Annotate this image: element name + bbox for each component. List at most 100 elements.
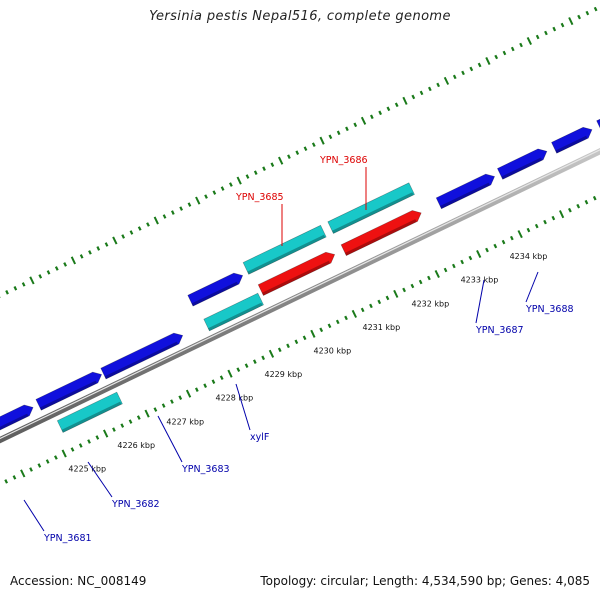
- leader-line-xylF: [235, 383, 251, 431]
- leader-line-YPN_3687: [475, 279, 485, 324]
- track-dot: [501, 239, 506, 245]
- kbp-tick-label: 4230 kbp: [314, 347, 352, 356]
- track-dot: [327, 323, 332, 329]
- track-dot: [37, 463, 42, 468]
- track-dot: [310, 329, 316, 338]
- track-dot: [212, 190, 217, 195]
- gene-label-YPN_3688[interactable]: YPN_3688: [525, 304, 574, 315]
- kbp-tick-label: 4232 kbp: [412, 299, 450, 308]
- track-dot: [88, 250, 92, 255]
- kbp-tick-label: 4228 kbp: [216, 394, 254, 403]
- gene-box-1[interactable]: [56, 391, 123, 433]
- track-dot: [153, 216, 159, 225]
- track-dot: [178, 395, 183, 400]
- cds-arrow-1-shadow: [0, 413, 29, 431]
- track-dot: [262, 166, 266, 171]
- track-dot: [79, 254, 84, 259]
- gene-label-YPN_3682[interactable]: YPN_3682: [111, 499, 160, 510]
- track-dot: [45, 459, 50, 464]
- track-dot: [179, 206, 183, 211]
- track-dot: [278, 156, 284, 165]
- gene-arrow-YPN_3685[interactable]: [257, 251, 336, 296]
- gene-label-YPN_3687[interactable]: YPN_3687: [475, 325, 524, 336]
- track-dot: [104, 242, 109, 247]
- track-dot: [20, 469, 26, 478]
- kbp-tick-label: 4229 kbp: [265, 370, 303, 379]
- track-dot: [121, 234, 125, 239]
- track-dot: [393, 289, 399, 298]
- gene-label-xylF[interactable]: xylF: [250, 432, 269, 443]
- track-dot: [146, 222, 150, 227]
- track-dot: [5, 290, 9, 295]
- track-dot: [302, 335, 307, 341]
- gene-box-YPN_3685-shadow: [247, 234, 326, 275]
- track-dot: [370, 114, 374, 120]
- track-dot: [162, 214, 167, 219]
- track-dot: [335, 319, 340, 325]
- gene-box-YPN_3686[interactable]: [327, 182, 415, 234]
- track-dot: [593, 6, 598, 12]
- track-dot: [54, 266, 59, 271]
- track-dot: [29, 467, 33, 472]
- track-dot: [402, 287, 406, 293]
- gene-label-YPN_3683[interactable]: YPN_3683: [181, 464, 230, 475]
- track-dot: [4, 479, 8, 484]
- track-dot: [419, 90, 424, 96]
- track-dot: [477, 62, 482, 68]
- track-dot: [187, 202, 192, 207]
- track-dot: [377, 299, 382, 305]
- track-dot: [12, 475, 17, 480]
- cds-arrow-5[interactable]: [435, 173, 496, 210]
- track-dot: [378, 110, 382, 116]
- cds-arrow-1[interactable]: [0, 404, 34, 441]
- cds-arrow-2[interactable]: [35, 371, 103, 411]
- track-dot: [360, 116, 367, 125]
- track-dot: [70, 447, 75, 452]
- kbp-tick-label: 4233 kbp: [461, 276, 499, 285]
- track-dot: [112, 236, 118, 245]
- track-dot: [468, 255, 473, 261]
- track-dot: [63, 262, 67, 267]
- gene-label-YPN_3685[interactable]: YPN_3685: [235, 192, 284, 203]
- leader-line-YPN_3683: [157, 415, 183, 463]
- track-dot: [311, 142, 316, 147]
- track-dot: [46, 270, 51, 275]
- track-dot: [144, 409, 150, 418]
- cds-arrow-3[interactable]: [100, 332, 184, 380]
- kbp-tick-label: 4234 kbp: [510, 252, 548, 261]
- cds-arrow-6[interactable]: [496, 148, 548, 180]
- gene-label-YPN_3686[interactable]: YPN_3686: [319, 155, 368, 166]
- kbp-tick-label: 4225 kbp: [68, 465, 106, 474]
- track-dot: [369, 303, 373, 309]
- track-dot: [510, 235, 514, 241]
- track-dot: [568, 17, 574, 26]
- track-dot: [303, 146, 308, 151]
- gene-box-YPN_3685[interactable]: [242, 224, 327, 275]
- track-dot: [402, 96, 408, 105]
- track-dot: [560, 22, 565, 28]
- genome-summary-text: Topology: circular; Length: 4,534,590 bp…: [260, 574, 590, 588]
- gene-box-xylF[interactable]: [203, 292, 264, 332]
- track-dot: [287, 154, 291, 159]
- track-dot: [95, 435, 100, 440]
- track-dot: [253, 170, 258, 175]
- kbp-tick-label: 4226 kbp: [117, 441, 155, 450]
- cds-arrow-8[interactable]: [596, 105, 600, 132]
- track-dot: [385, 295, 390, 301]
- track-dot: [460, 259, 464, 265]
- cds-arrow-7[interactable]: [551, 126, 593, 154]
- cds-arrow-4[interactable]: [187, 272, 244, 307]
- gene-label-YPN_3681[interactable]: YPN_3681: [43, 533, 92, 544]
- gene-arrow-YPN_3686-shadow: [345, 219, 417, 256]
- cds-arrow-3-shadow: [104, 341, 179, 379]
- track-dot: [526, 227, 531, 233]
- genome-backbone: [0, 147, 600, 444]
- track-dot: [328, 134, 333, 140]
- track-dot: [78, 443, 83, 448]
- track-dot: [295, 150, 300, 155]
- gene-box-xylF-shadow: [208, 302, 263, 331]
- track-dot: [268, 349, 275, 358]
- gene-arrow-YPN_3686[interactable]: [340, 210, 422, 257]
- track-dot: [185, 389, 192, 398]
